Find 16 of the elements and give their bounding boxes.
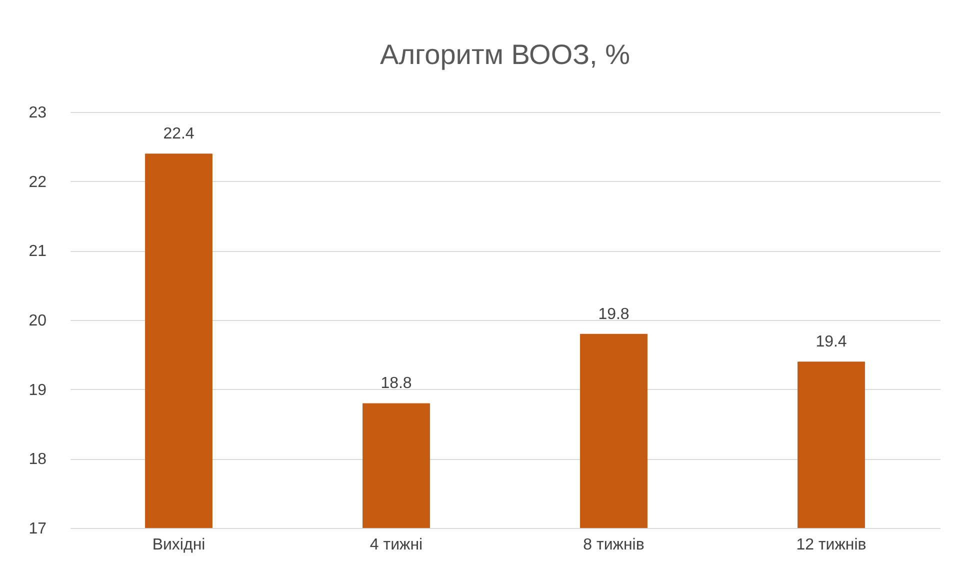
data-label: 19.4 [816,334,847,351]
y-tick-label: 21 [28,243,47,260]
y-tick-label: 23 [28,104,47,122]
data-label: 22.4 [163,126,194,143]
y-tick-label: 22 [28,174,47,191]
x-tick-label: 12 тижнів [796,536,866,554]
chart-title: Алгоритм ВООЗ, % [380,39,630,70]
y-tick-label: 18 [28,451,47,468]
x-tick-label: 4 тижні [370,536,423,554]
x-tick-label: Вихідні [152,536,206,554]
data-label: 19.8 [598,306,630,323]
y-tick-label: 20 [28,312,47,330]
data-label: 18.8 [380,375,412,392]
y-tick-label: 19 [28,382,47,399]
y-tick-label: 17 [28,520,47,538]
x-tick-label: 8 тижнів [583,536,644,554]
